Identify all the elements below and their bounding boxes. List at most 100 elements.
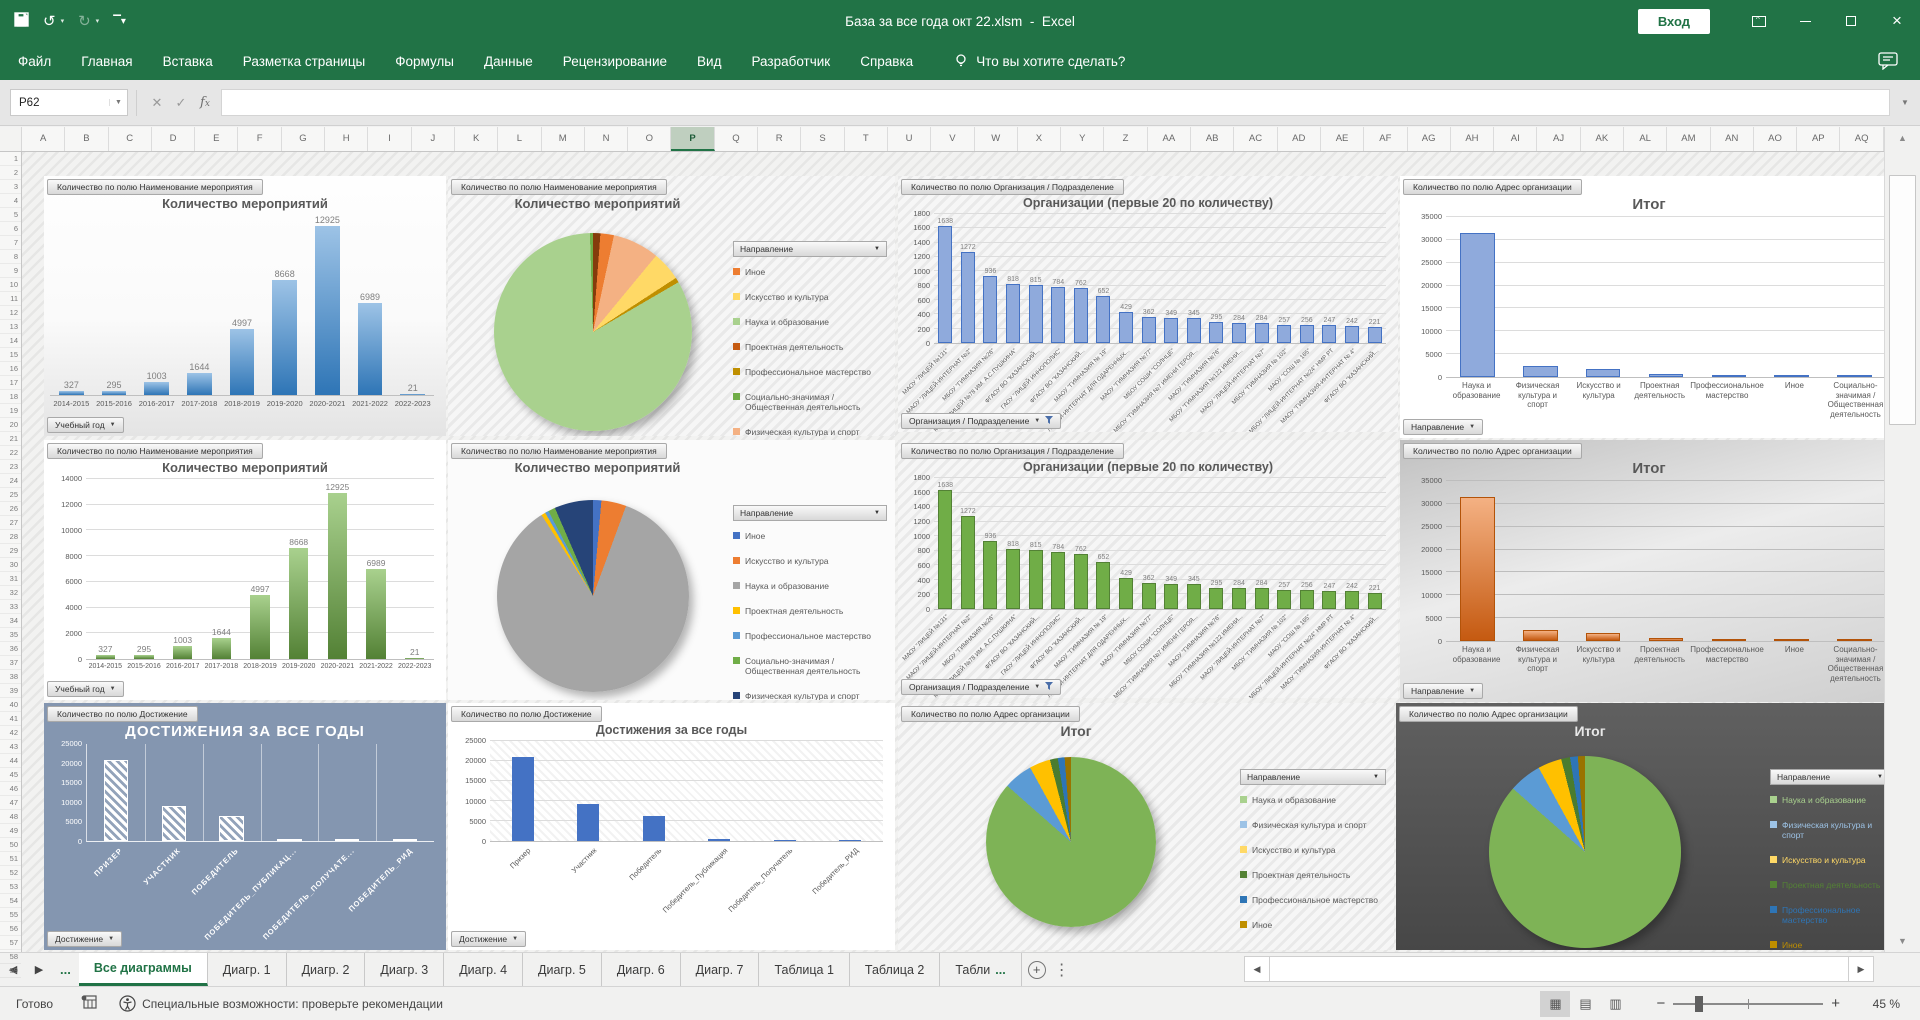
column-header-Y[interactable]: Y bbox=[1061, 127, 1105, 151]
legend-item[interactable]: Иное bbox=[1770, 940, 1884, 950]
sheet-nav-more-icon[interactable]: ... bbox=[60, 962, 71, 977]
row-header-45[interactable]: 45 bbox=[0, 768, 21, 782]
row-header-51[interactable]: 51 bbox=[0, 852, 21, 866]
bar[interactable] bbox=[1119, 577, 1134, 609]
bar[interactable] bbox=[400, 394, 426, 395]
row-header-12[interactable]: 12 bbox=[0, 306, 21, 320]
column-header-A[interactable]: A bbox=[22, 127, 66, 151]
pie-graphic[interactable] bbox=[986, 757, 1156, 927]
row-header-17[interactable]: 17 bbox=[0, 376, 21, 390]
chart-3-bar[interactable]: Количество по полю Организация / Подразд… bbox=[898, 176, 1398, 432]
bar[interactable] bbox=[839, 840, 862, 841]
bar[interactable] bbox=[1186, 583, 1201, 609]
row-header-3[interactable]: 3 bbox=[0, 180, 21, 194]
bar[interactable] bbox=[642, 815, 665, 841]
bar[interactable] bbox=[1006, 549, 1021, 609]
bar[interactable] bbox=[1523, 629, 1558, 641]
row-header-47[interactable]: 47 bbox=[0, 796, 21, 810]
bar[interactable] bbox=[708, 839, 731, 841]
row-header-41[interactable]: 41 bbox=[0, 712, 21, 726]
legend-item[interactable]: Наука и образование bbox=[733, 317, 887, 327]
comment-icon[interactable] bbox=[1878, 52, 1898, 75]
bar[interactable] bbox=[1051, 286, 1066, 343]
column-header-AQ[interactable]: AQ bbox=[1840, 127, 1884, 151]
chart-8-bar[interactable]: Количество по полю Адрес организации Итог… bbox=[1400, 440, 1884, 702]
pivot-field-button[interactable]: Количество по полю Достижение bbox=[47, 706, 198, 722]
vertical-scroll-thumb[interactable] bbox=[1889, 175, 1916, 425]
bar[interactable] bbox=[1299, 324, 1314, 343]
row-header-4[interactable]: 4 bbox=[0, 194, 21, 208]
bar[interactable] bbox=[1523, 365, 1558, 377]
chart-5-bar[interactable]: Количество по полю Наименование мероприя… bbox=[44, 440, 446, 700]
menu-tab-3[interactable]: Разметка страницы bbox=[242, 53, 366, 69]
legend-item[interactable]: Профессиональное мастерство bbox=[733, 367, 887, 377]
bar[interactable] bbox=[1367, 327, 1382, 343]
legend-item[interactable]: Физическая культура и спорт bbox=[733, 691, 887, 700]
pie-graphic[interactable] bbox=[493, 232, 692, 431]
pivot-field-button[interactable]: Количество по полю Наименование мероприя… bbox=[451, 179, 667, 195]
row-header-8[interactable]: 8 bbox=[0, 250, 21, 264]
column-header-R[interactable]: R bbox=[758, 127, 802, 151]
row-header-2[interactable]: 2 bbox=[0, 166, 21, 180]
hscroll-left-icon[interactable]: ◀ bbox=[1244, 956, 1270, 982]
column-header-F[interactable]: F bbox=[238, 127, 282, 151]
row-header-19[interactable]: 19 bbox=[0, 404, 21, 418]
sheet-tab-диагр-1[interactable]: Диагр. 1 bbox=[208, 953, 287, 986]
row-header-54[interactable]: 54 bbox=[0, 894, 21, 908]
row-header-30[interactable]: 30 bbox=[0, 558, 21, 572]
column-header-AC[interactable]: AC bbox=[1234, 127, 1278, 151]
menu-tab-file[interactable]: Файл bbox=[18, 53, 52, 69]
row-header-31[interactable]: 31 bbox=[0, 572, 21, 586]
bar[interactable] bbox=[1837, 375, 1872, 377]
bar[interactable] bbox=[1254, 322, 1269, 343]
bar[interactable] bbox=[1073, 288, 1088, 343]
menu-tab-7[interactable]: Вид bbox=[697, 53, 722, 69]
legend-item[interactable]: Искусство и культура bbox=[733, 292, 887, 302]
scroll-up-icon[interactable]: ▲ bbox=[1898, 133, 1907, 143]
sheet-tab-диагр-5[interactable]: Диагр. 5 bbox=[523, 953, 602, 986]
undo-dropdown-icon[interactable]: ▾ bbox=[60, 18, 65, 25]
bar[interactable] bbox=[405, 658, 425, 659]
pivot-axis-button[interactable]: Направление ▼ bbox=[1403, 419, 1484, 435]
legend-item[interactable]: Профессиональное мастерство bbox=[733, 631, 887, 641]
bar[interactable] bbox=[1232, 588, 1247, 609]
menu-tab-5[interactable]: Данные bbox=[484, 53, 533, 69]
bar[interactable] bbox=[1460, 497, 1495, 641]
vertical-scrollbar[interactable]: ▲ ▼ bbox=[1884, 127, 1920, 952]
column-header-W[interactable]: W bbox=[975, 127, 1018, 151]
bar[interactable] bbox=[289, 547, 309, 659]
row-header-16[interactable]: 16 bbox=[0, 362, 21, 376]
column-header-X[interactable]: X bbox=[1018, 127, 1062, 151]
bar[interactable] bbox=[1096, 296, 1111, 343]
menu-tab-9[interactable]: Справка bbox=[860, 53, 914, 69]
bar[interactable] bbox=[327, 492, 348, 659]
row-header-10[interactable]: 10 bbox=[0, 278, 21, 292]
row-header-21[interactable]: 21 bbox=[0, 432, 21, 446]
bar[interactable] bbox=[1028, 549, 1043, 609]
legend-item[interactable]: Иное bbox=[733, 267, 887, 277]
bar[interactable] bbox=[1344, 591, 1359, 609]
column-header-AO[interactable]: AO bbox=[1754, 127, 1798, 151]
bar[interactable] bbox=[134, 655, 154, 659]
bar[interactable] bbox=[938, 489, 953, 609]
column-header-O[interactable]: O bbox=[628, 127, 672, 151]
bar[interactable] bbox=[1711, 375, 1747, 377]
bar[interactable] bbox=[335, 839, 360, 841]
legend-item[interactable]: Физическая культура и спорт bbox=[1770, 820, 1884, 840]
column-header-N[interactable]: N bbox=[585, 127, 629, 151]
row-header-6[interactable]: 6 bbox=[0, 222, 21, 236]
scroll-down-icon[interactable]: ▼ bbox=[1898, 936, 1907, 946]
zoom-out-icon[interactable]: − bbox=[1656, 995, 1666, 1012]
bar[interactable] bbox=[1774, 639, 1809, 641]
legend-item[interactable]: Профессиональное мастерство bbox=[1240, 895, 1386, 905]
sheet-tab-табли[interactable]: Табли... bbox=[940, 953, 1022, 986]
column-header-AK[interactable]: AK bbox=[1581, 127, 1624, 151]
row-header-35[interactable]: 35 bbox=[0, 628, 21, 642]
zoom-slider[interactable] bbox=[1673, 995, 1824, 1012]
row-header-56[interactable]: 56 bbox=[0, 922, 21, 936]
row-header-20[interactable]: 20 bbox=[0, 418, 21, 432]
row-header-5[interactable]: 5 bbox=[0, 208, 21, 222]
pie-graphic[interactable] bbox=[1489, 756, 1681, 948]
row-header-11[interactable]: 11 bbox=[0, 292, 21, 306]
row-header-57[interactable]: 57 bbox=[0, 936, 21, 950]
